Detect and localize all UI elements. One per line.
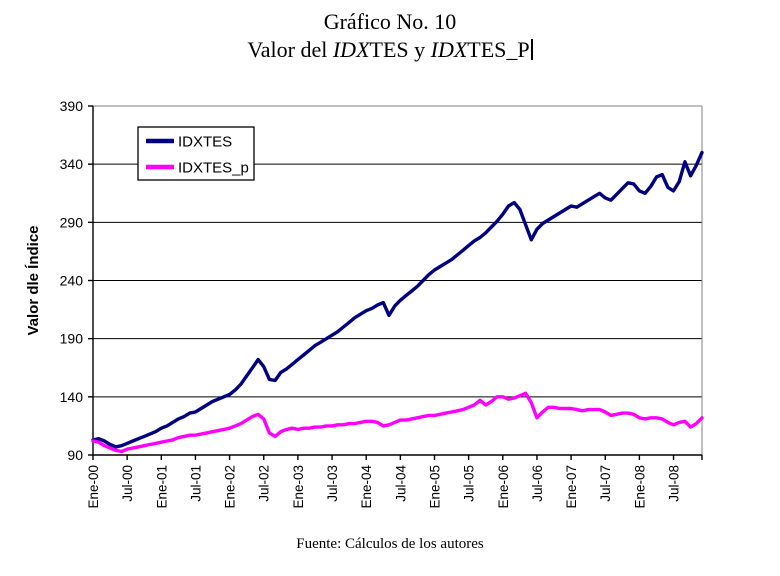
x-tick-label: Ene-02	[223, 465, 238, 509]
title-segment: TES y	[369, 37, 431, 62]
x-tick-label: Ene-04	[359, 465, 374, 509]
text-cursor	[530, 39, 533, 60]
y-tick-label: 90	[67, 447, 83, 463]
x-tick-label: Ene-03	[291, 465, 306, 509]
legend-label: IDXTES_p	[178, 160, 249, 177]
y-tick-label: 390	[60, 98, 84, 114]
y-tick-label: 240	[60, 273, 84, 289]
title-segment: TES_P	[467, 37, 530, 62]
x-tick-label: Jul-01	[188, 465, 203, 502]
title-italic-segment: IDX	[332, 37, 370, 62]
x-tick-label: Jul-04	[393, 465, 408, 502]
x-tick-label: Jul-05	[462, 465, 477, 502]
title-italic-segment: IDX	[430, 37, 468, 62]
chart-title-line1: Gráfico No. 10	[323, 9, 457, 34]
x-tick-label: Jul-07	[598, 465, 613, 502]
chart-title: Gráfico No. 10 Valor del IDXTES y IDXTES…	[0, 8, 780, 64]
title-segment: Valor del	[247, 37, 333, 62]
x-tick-label: Jul-03	[325, 465, 340, 502]
y-tick-label: 190	[60, 331, 84, 347]
source-note: Fuente: Cálculos de los autores	[296, 536, 484, 552]
x-tick-label: Ene-05	[427, 465, 442, 509]
series-line-idxtes_p	[91, 391, 704, 454]
x-tick-label: Jul-06	[530, 465, 545, 502]
x-tick-label: Jul-02	[257, 465, 272, 502]
x-tick-label: Ene-00	[86, 465, 101, 509]
x-tick-label: Ene-08	[632, 465, 647, 509]
x-tick-label: Ene-06	[496, 465, 511, 509]
legend-box	[137, 126, 255, 181]
series-line-idxtes	[91, 150, 704, 449]
y-tick-label: 140	[60, 389, 84, 405]
x-tick-label: Jul-08	[667, 465, 682, 502]
legend-label: IDXTES	[178, 134, 232, 151]
chart-title-line2: Valor del IDXTES y IDXTES_P	[0, 36, 780, 64]
y-tick-label: 290	[60, 214, 84, 230]
x-tick-label: Jul-00	[120, 465, 135, 502]
x-tick-label: Ene-01	[154, 465, 169, 509]
y-axis-title: Valor dle Índice	[25, 225, 42, 335]
y-tick-label: 340	[60, 156, 84, 172]
x-tick-label: Ene-07	[564, 465, 579, 509]
